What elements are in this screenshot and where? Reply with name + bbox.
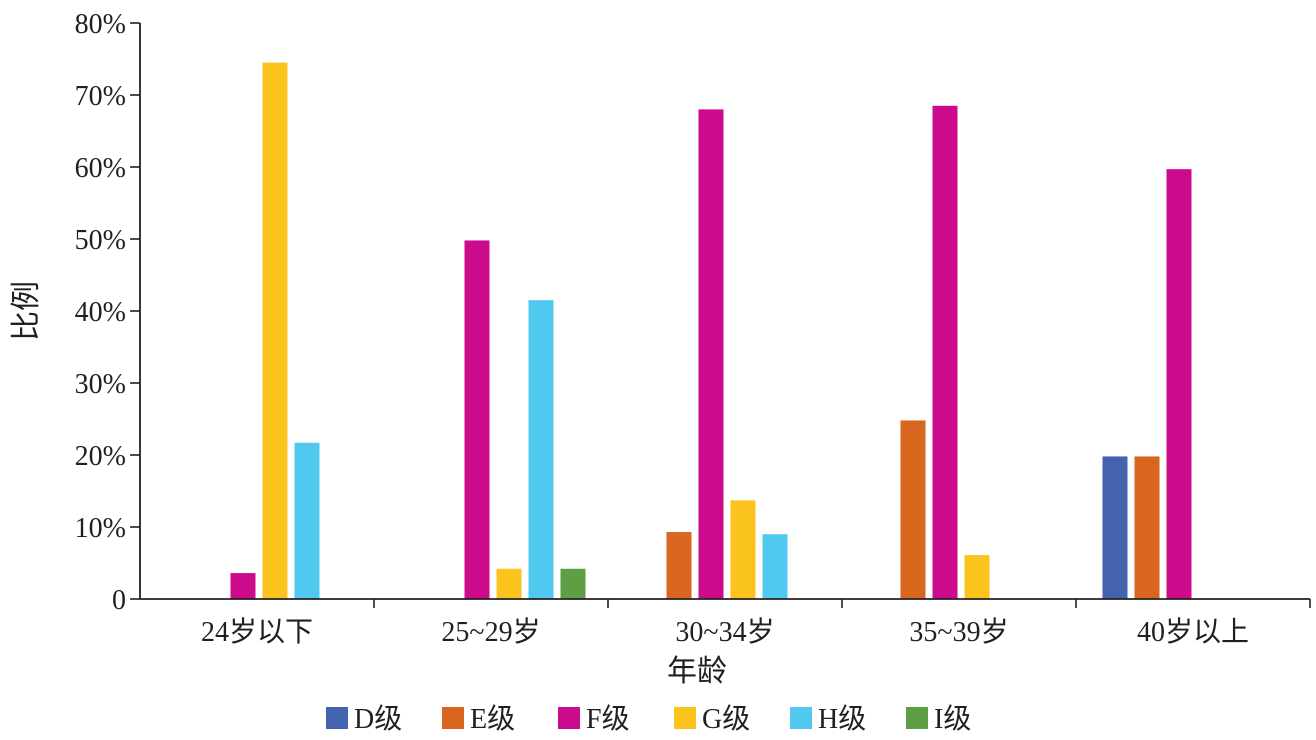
bar-F级-40岁以上 <box>1166 169 1192 599</box>
x-tick-label: 30~34岁 <box>675 616 774 648</box>
x-tick-label: 24岁以下 <box>201 616 313 648</box>
bar-E级-35~39岁 <box>900 420 926 599</box>
bar-H级-30~34岁 <box>762 534 788 599</box>
bar-E级-40岁以上 <box>1134 456 1160 599</box>
bar-H级-25~29岁 <box>528 300 554 599</box>
x-tick-label: 40岁以上 <box>1137 616 1249 648</box>
legend-swatch <box>558 707 580 729</box>
legend-swatch <box>442 707 464 729</box>
legend-label: I级 <box>934 703 971 735</box>
y-tick-label: 80% <box>75 9 126 40</box>
bar-D级-40岁以上 <box>1102 456 1128 599</box>
x-tick-label: 25~29岁 <box>441 616 540 648</box>
bar-H级-24岁以下 <box>294 442 320 599</box>
y-tick-label: 70% <box>75 81 126 112</box>
legend-swatch <box>674 707 696 729</box>
bar-G级-25~29岁 <box>496 568 522 599</box>
y-tick-label: 10% <box>75 513 126 544</box>
bar-G级-30~34岁 <box>730 500 756 599</box>
legend-label: D级 <box>354 703 402 735</box>
bar-I级-25~29岁 <box>560 568 586 599</box>
y-tick-label: 40% <box>75 297 126 328</box>
y-tick-label: 20% <box>75 441 126 472</box>
bar-F级-24岁以下 <box>230 573 256 599</box>
legend-swatch <box>906 707 928 729</box>
bar-G级-35~39岁 <box>964 555 990 599</box>
bar-F级-35~39岁 <box>932 105 958 600</box>
legend-label: G级 <box>702 703 750 735</box>
x-axis-title: 年龄 <box>667 655 727 688</box>
y-axis-ticks: 0 10% 20% 30% 40% 50% 60% 70% 80% <box>75 9 140 616</box>
legend-label: E级 <box>470 703 515 735</box>
x-axis-ticks: 24岁以下 25~29岁 30~34岁 35~39岁 40岁以上 <box>201 599 1311 648</box>
y-tick-label: 0 <box>112 585 126 616</box>
bar-E级-30~34岁 <box>666 532 692 599</box>
bar-F级-25~29岁 <box>464 240 490 599</box>
bar-F级-30~34岁 <box>698 109 724 600</box>
legend-label: H级 <box>818 703 866 735</box>
x-tick-label: 35~39岁 <box>909 616 1008 648</box>
legend-swatch <box>790 707 812 729</box>
y-tick-label: 50% <box>75 225 126 256</box>
axes <box>139 23 1310 600</box>
legend: D级 E级 F级 G级 H级 I级 <box>326 703 971 735</box>
y-axis-title: 比例 <box>10 281 43 341</box>
y-tick-label: 30% <box>75 369 126 400</box>
y-tick-label: 60% <box>75 153 126 184</box>
bar-G级-24岁以下 <box>262 62 288 600</box>
legend-label: F级 <box>586 703 630 735</box>
bars-group <box>230 62 1192 600</box>
legend-swatch <box>326 707 348 729</box>
